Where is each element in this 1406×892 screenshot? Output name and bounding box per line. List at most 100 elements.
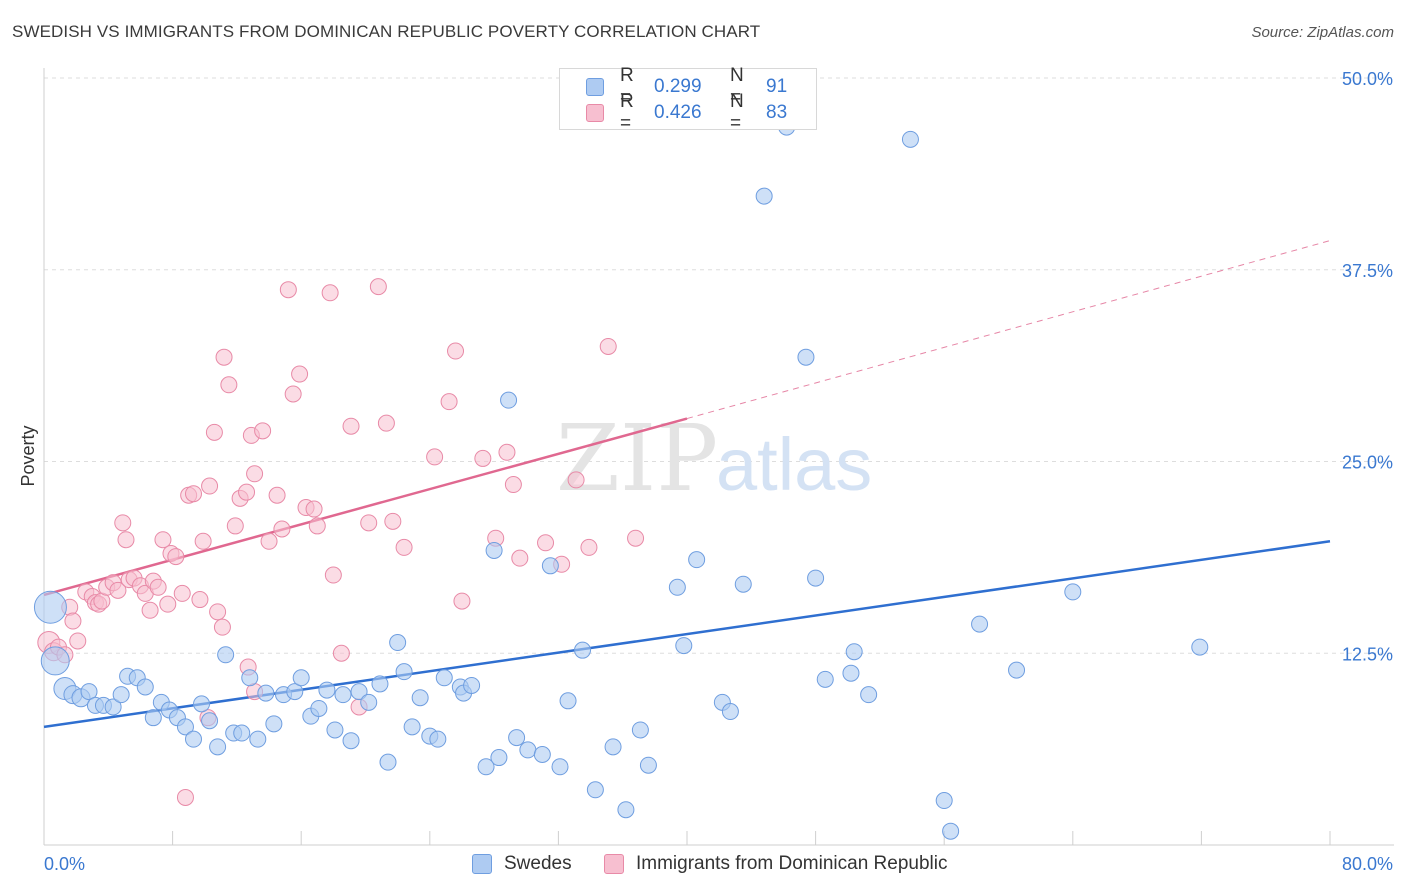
bottom-legend-dominican: Immigrants from Dominican Republic [604, 852, 948, 876]
dominican-point [504, 476, 522, 494]
dominican-swatch [604, 854, 624, 874]
swedes-point [249, 730, 267, 748]
swedes-point [257, 684, 275, 702]
dominican-point [599, 337, 617, 355]
y-axis-label: Poverty [18, 425, 38, 486]
swedes-point [265, 715, 283, 733]
legend-r-value: 0.426 [654, 102, 702, 123]
dominican-point [246, 465, 264, 483]
x-tick-label: 80.0% [1342, 854, 1393, 874]
dominican-point [141, 601, 159, 619]
swedes-point [604, 738, 622, 756]
dominican-point [377, 414, 395, 432]
swedes-point [721, 703, 739, 721]
swedes-point [342, 732, 360, 750]
swedes-point [675, 637, 693, 655]
dominican-point [332, 644, 350, 662]
legend-n-label: N = [730, 65, 744, 108]
swedes-point [533, 745, 551, 763]
swedes-point [860, 686, 878, 704]
swedes-point [901, 130, 919, 148]
swedes-point [559, 692, 577, 710]
dominican-point [201, 477, 219, 495]
legend-n-value: 91 [766, 76, 788, 97]
swedes-point [463, 676, 481, 694]
dominican-point [511, 549, 529, 567]
swedes-point [326, 721, 344, 739]
swedes-point [104, 698, 122, 716]
y-tick-label: 50.0% [1342, 69, 1393, 89]
swedes-point [797, 348, 815, 366]
swedes-point [688, 551, 706, 569]
dominican-point [205, 423, 223, 441]
swedes-point [551, 758, 569, 776]
chart-title: SWEDISH VS IMMIGRANTS FROM DOMINICAN REP… [12, 22, 761, 41]
dominican-point [474, 449, 492, 467]
dominican-point [69, 632, 87, 650]
dominican-point [109, 581, 127, 599]
dominican-point [213, 618, 231, 636]
swedes-point [403, 718, 421, 736]
swedes-point [617, 801, 635, 819]
y-tick-label: 25.0% [1342, 453, 1393, 473]
swedes-point [574, 641, 592, 659]
swedes-point [1064, 583, 1082, 601]
swedes-point [639, 756, 657, 774]
dominican-point [308, 517, 326, 535]
dominican-point [167, 548, 185, 566]
swedes-swatch [472, 854, 492, 874]
swedes-point [971, 615, 989, 633]
dominican-point [369, 278, 387, 296]
swedes-point [379, 753, 397, 771]
dominican-point [238, 483, 256, 501]
swedes-point [485, 541, 503, 559]
dominican-point [342, 417, 360, 435]
swedes-point [477, 758, 495, 776]
dominican-point [215, 348, 233, 366]
axes [43, 68, 1394, 846]
swedes-point [184, 730, 202, 748]
swedes-point [500, 391, 518, 409]
chart-source: Source: ZipAtlas.com [1251, 24, 1394, 41]
swedes-point [389, 634, 407, 652]
dominican-point [279, 281, 297, 299]
bottom-legend-swedes: Swedes [472, 852, 572, 876]
swedes-point [1008, 661, 1026, 679]
swedes-point [217, 646, 235, 664]
x-tick-label: 0.0% [44, 854, 85, 874]
dominican-point [321, 284, 339, 302]
swedes-swatch [586, 78, 604, 96]
dominican-point [627, 529, 645, 547]
swedes-point [668, 578, 686, 596]
dominican-point [254, 422, 272, 440]
dominican-point [191, 591, 209, 609]
dominican-point [580, 538, 598, 556]
dominican-point [360, 514, 378, 532]
swedes-point [508, 729, 526, 747]
swedes-point [490, 749, 508, 767]
swedes-point [429, 730, 447, 748]
legend-n-value: 83 [766, 102, 788, 123]
dominican-point [176, 788, 194, 806]
swedes-point [816, 670, 834, 688]
dominican-point [209, 603, 227, 621]
swedes-point [241, 669, 259, 687]
legend-r-label: R = [620, 65, 634, 108]
dominican-point [226, 517, 244, 535]
swedes-points [33, 118, 1209, 840]
swedes-point [209, 738, 227, 756]
swedes-point [935, 792, 953, 810]
swedes-point [541, 557, 559, 575]
swedes-point [334, 686, 352, 704]
swedes-point [842, 664, 860, 682]
watermark-zip: ZIP [556, 405, 718, 512]
swedes-point [807, 569, 825, 587]
swedes-point [942, 822, 960, 840]
swedes-point [586, 781, 604, 799]
swedes-point [318, 681, 336, 699]
dominican-point [284, 385, 302, 403]
dominican-point [291, 365, 309, 383]
swedes-trend-line [43, 540, 1331, 729]
swedes-point [734, 575, 752, 593]
